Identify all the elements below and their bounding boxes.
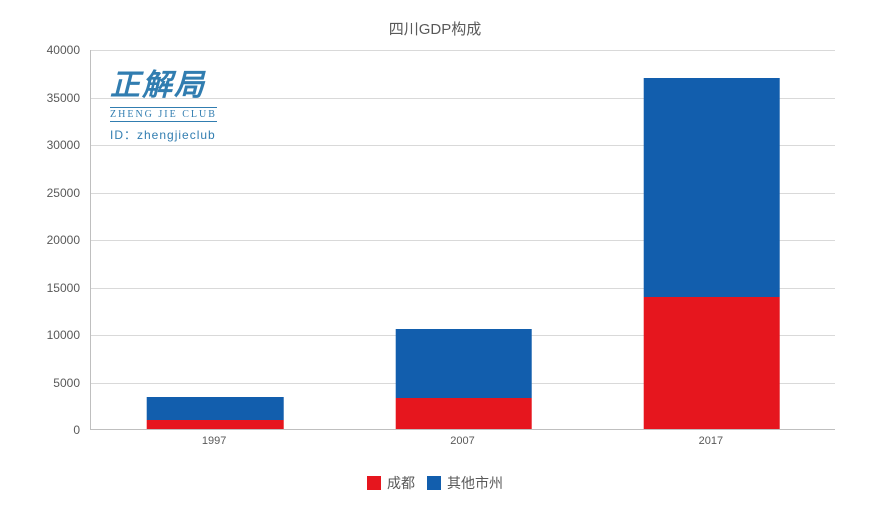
bar-segment bbox=[147, 420, 284, 430]
bar-segment bbox=[395, 398, 532, 429]
plot-area bbox=[90, 50, 835, 430]
bar-group bbox=[395, 329, 532, 429]
legend-label: 其他市州 bbox=[447, 473, 503, 493]
y-tick-label: 5000 bbox=[30, 376, 80, 390]
legend-item: 其他市州 bbox=[427, 473, 503, 493]
y-tick-label: 35000 bbox=[30, 91, 80, 105]
bar-segment bbox=[644, 78, 781, 297]
x-tick-label: 1997 bbox=[202, 435, 226, 447]
y-tick-label: 15000 bbox=[30, 281, 80, 295]
y-tick-label: 0 bbox=[30, 423, 80, 437]
legend-swatch bbox=[367, 476, 381, 490]
legend-swatch bbox=[427, 476, 441, 490]
chart-container: 四川GDP构成 正解局 ZHENG JIE CLUB ID：zhengjiecl… bbox=[0, 0, 870, 505]
bar-segment bbox=[644, 297, 781, 429]
legend: 成都 其他市州 bbox=[0, 473, 870, 493]
x-tick-label: 2007 bbox=[450, 435, 474, 447]
legend-label: 成都 bbox=[387, 473, 415, 493]
legend-item: 成都 bbox=[367, 473, 415, 493]
bar-segment bbox=[395, 329, 532, 397]
x-tick-label: 2017 bbox=[699, 435, 723, 447]
y-tick-label: 40000 bbox=[30, 43, 80, 57]
y-tick-label: 30000 bbox=[30, 138, 80, 152]
bar-group bbox=[147, 397, 284, 429]
y-tick-label: 25000 bbox=[30, 186, 80, 200]
bar-segment bbox=[147, 397, 284, 419]
y-tick-label: 10000 bbox=[30, 328, 80, 342]
bar-group bbox=[644, 78, 781, 429]
chart-title: 四川GDP构成 bbox=[0, 18, 870, 39]
y-tick-label: 20000 bbox=[30, 233, 80, 247]
gridline bbox=[91, 50, 835, 51]
